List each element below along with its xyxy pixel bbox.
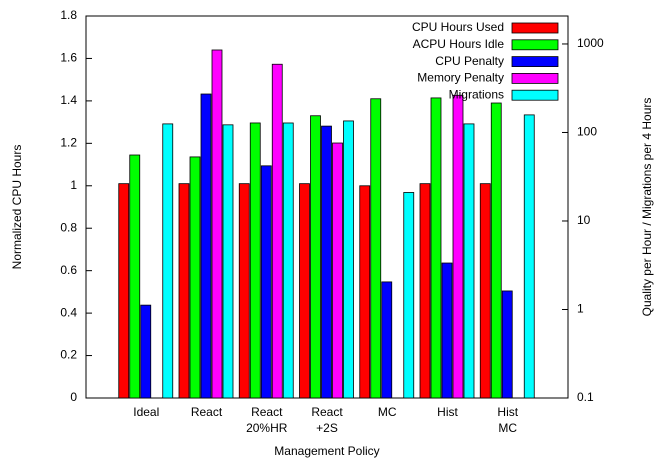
bar bbox=[260, 165, 272, 399]
y-axis-label: Normalized CPU Hours bbox=[10, 145, 24, 270]
bar bbox=[321, 125, 332, 399]
bar bbox=[523, 114, 535, 399]
bar bbox=[299, 183, 310, 399]
bar bbox=[178, 183, 190, 399]
y-tick-label: 1.6 bbox=[60, 51, 77, 65]
y-tick-label: 0.6 bbox=[60, 263, 77, 277]
bar bbox=[381, 281, 393, 399]
bar bbox=[370, 98, 382, 399]
bar bbox=[479, 183, 491, 399]
bar bbox=[463, 123, 475, 399]
x-tick-label: +2S bbox=[316, 421, 338, 435]
bar bbox=[211, 49, 223, 399]
legend-label: CPU Hours Used bbox=[412, 20, 504, 34]
bar bbox=[490, 102, 502, 399]
y-tick-label: 1.2 bbox=[60, 136, 77, 150]
bar bbox=[310, 115, 321, 399]
bar bbox=[441, 262, 453, 399]
x-tick-label: React bbox=[311, 405, 343, 419]
legend-swatch bbox=[511, 89, 559, 101]
bar bbox=[359, 185, 371, 399]
bar bbox=[332, 142, 343, 399]
y2-axis-label: Quality per Hour / Migrations per 4 Hour… bbox=[640, 98, 654, 317]
y-tick-label: 0.2 bbox=[60, 348, 77, 362]
bar bbox=[282, 122, 294, 399]
bar bbox=[419, 183, 431, 399]
legend-label: Memory Penalty bbox=[417, 71, 504, 85]
y-tick-label: 0.4 bbox=[60, 305, 77, 319]
x-tick-label: MC bbox=[378, 405, 397, 419]
bar bbox=[238, 183, 250, 399]
legend-label: CPU Penalty bbox=[435, 54, 504, 68]
x-tick-label: Ideal bbox=[133, 405, 159, 419]
bar bbox=[430, 97, 442, 399]
bar bbox=[162, 123, 174, 399]
y-tick-label: 1.4 bbox=[60, 93, 77, 107]
y-tick-label: 0.8 bbox=[60, 220, 77, 234]
legend-swatch bbox=[511, 73, 559, 84]
y-tick-label: 1 bbox=[70, 178, 77, 192]
bar bbox=[343, 120, 354, 399]
legend-swatch bbox=[511, 39, 559, 51]
bar bbox=[189, 156, 201, 399]
bar bbox=[249, 122, 261, 399]
bar bbox=[222, 124, 234, 399]
legend-swatch bbox=[511, 22, 559, 34]
x-tick-label: Hist bbox=[437, 405, 458, 419]
legend-label: ACPU Hours Idle bbox=[413, 37, 505, 51]
bar bbox=[200, 93, 212, 399]
x-tick-label: MC bbox=[498, 421, 517, 435]
x-tick-label: React bbox=[251, 405, 283, 419]
bar bbox=[129, 154, 141, 399]
y2-tick-label: 1000 bbox=[577, 36, 604, 50]
y-tick-label: 1.8 bbox=[60, 8, 77, 22]
bar bbox=[140, 304, 152, 399]
legend-swatch bbox=[511, 56, 559, 67]
bar bbox=[501, 290, 513, 399]
bar bbox=[403, 192, 415, 399]
x-axis-label: Management Policy bbox=[274, 444, 379, 458]
y-tick-label: 0 bbox=[70, 390, 77, 404]
x-tick-label: 20%HR bbox=[246, 421, 288, 435]
x-tick-label: React bbox=[191, 405, 223, 419]
y2-tick-label: 100 bbox=[577, 125, 597, 139]
bar bbox=[452, 94, 464, 399]
x-tick-label: Hist bbox=[497, 405, 518, 419]
legend-label: Migrations bbox=[449, 87, 504, 101]
y2-tick-label: 10 bbox=[577, 213, 591, 227]
y2-tick-label: 0.1 bbox=[577, 390, 594, 404]
y2-tick-label: 1 bbox=[577, 302, 584, 316]
bar bbox=[271, 63, 283, 399]
bar bbox=[118, 183, 130, 399]
